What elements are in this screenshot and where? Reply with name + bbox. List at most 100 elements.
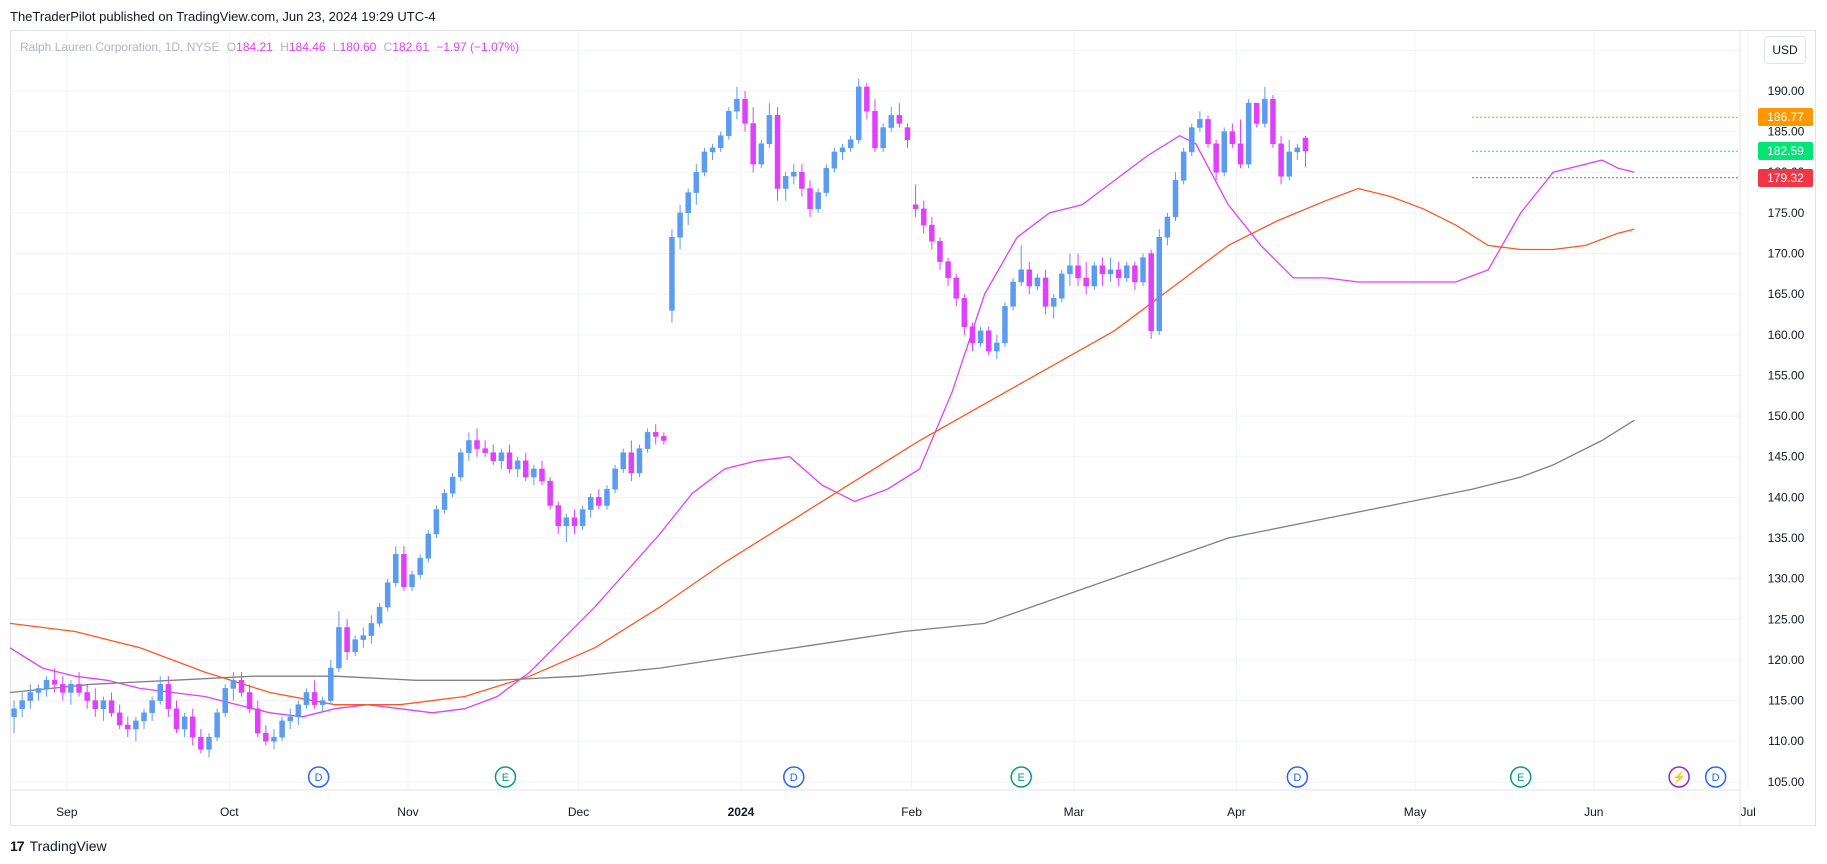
event-marker-label: E (1517, 772, 1524, 784)
candle-body (506, 452, 513, 470)
event-marker-label: D (790, 772, 798, 784)
candle-body (685, 192, 691, 214)
moving-average-line (9, 419, 1635, 694)
candle-body (1042, 277, 1049, 307)
candle-body (880, 127, 886, 149)
currency-button[interactable]: USD (1764, 36, 1806, 64)
candle-body (531, 468, 537, 478)
event-marker-label: D (1712, 772, 1720, 784)
candle-body (750, 123, 756, 165)
candle-body (360, 635, 367, 640)
candle-body (376, 606, 383, 624)
candle-body (1262, 98, 1268, 124)
candle-body (1075, 265, 1081, 279)
candle-body (238, 680, 245, 693)
y-tick-label: 190.00 (1768, 84, 1805, 98)
candle-body (669, 237, 675, 311)
candle-body (856, 86, 862, 140)
candle-body (888, 115, 894, 128)
candle-body (1197, 119, 1203, 128)
candle-body (514, 460, 521, 470)
candle-body (311, 692, 318, 705)
candle-body (969, 326, 976, 344)
event-marker-label: D (1293, 772, 1301, 784)
event-marker-label: E (1018, 772, 1025, 784)
candle-body (864, 86, 870, 112)
candle-body (368, 623, 375, 636)
candle-body (831, 151, 838, 169)
candle-body (782, 176, 789, 189)
close-value: 182.61 (392, 40, 430, 54)
y-tick-label: 140.00 (1768, 490, 1805, 504)
candle-body (417, 558, 423, 575)
candle-body (214, 712, 220, 738)
candle-body (1180, 151, 1187, 181)
candle-body (1140, 257, 1146, 283)
x-tick-label: Dec (568, 805, 589, 819)
candle-body (985, 330, 992, 352)
candle-body (839, 147, 846, 153)
candle-body (68, 684, 74, 693)
candle-body (1026, 269, 1033, 287)
candle-body (1099, 265, 1106, 275)
tradingview-footer[interactable]: 17 TradingView (10, 838, 107, 854)
candle-body (1067, 265, 1073, 275)
candle-body (352, 639, 358, 653)
event-marker-label: D (315, 772, 323, 784)
candle-body (620, 452, 626, 470)
candle-body (1107, 269, 1114, 275)
candle-body (709, 147, 716, 153)
candle-body (1294, 147, 1301, 153)
tradingview-logo-icon: 17 (10, 838, 25, 854)
high-value: 184.46 (288, 40, 326, 54)
event-marker-label: E (502, 772, 509, 784)
candle-body (726, 111, 732, 136)
candle-body (920, 208, 927, 226)
event-marker (1509, 766, 1532, 788)
candle-body (766, 115, 773, 145)
candle-body (579, 509, 586, 527)
candle-body (108, 700, 115, 714)
x-tick-label: Sep (56, 805, 78, 819)
candle-body (287, 716, 293, 722)
y-tick-label: 110.00 (1768, 734, 1804, 748)
candle-body (43, 680, 50, 689)
event-marker (1286, 766, 1309, 788)
candle-body (847, 139, 854, 149)
low-label: L (332, 40, 340, 54)
candle-body (246, 692, 253, 709)
candle-body (1010, 281, 1016, 307)
symbol-label: Ralph Lauren Corporation, 1D, NYSE (20, 40, 220, 54)
chart-frame[interactable] (10, 30, 1816, 826)
y-tick-label: 105.00 (1768, 775, 1805, 789)
y-tick-label: 175.00 (1768, 206, 1805, 220)
x-tick-label: Mar (1064, 805, 1085, 819)
low-value: 180.60 (339, 40, 377, 54)
candle-body (133, 720, 139, 730)
event-marker (1704, 766, 1727, 788)
candle-body (1148, 253, 1154, 331)
tradingview-brand: TradingView (29, 838, 107, 854)
candle-body (539, 468, 545, 482)
candle-body (1034, 277, 1041, 287)
candle-body (823, 167, 830, 193)
candle-body (547, 480, 553, 506)
y-tick-label: 130.00 (1768, 572, 1805, 586)
candle-body (295, 704, 302, 718)
moving-average-line (9, 187, 1635, 706)
candle-body (1229, 131, 1236, 145)
event-marker (1668, 766, 1690, 788)
candle-body (328, 667, 334, 701)
candle-body (1286, 151, 1292, 177)
event-marker-label: ⚡ (1672, 771, 1686, 784)
y-tick-label: 150.00 (1768, 409, 1805, 423)
candle-body (263, 732, 269, 742)
candle-body (815, 192, 821, 210)
candle-body (734, 98, 740, 112)
candle-body (35, 688, 42, 693)
candle-body (76, 684, 82, 693)
candle-body (11, 708, 17, 718)
candle-body (563, 517, 570, 527)
candle-body (149, 700, 155, 714)
